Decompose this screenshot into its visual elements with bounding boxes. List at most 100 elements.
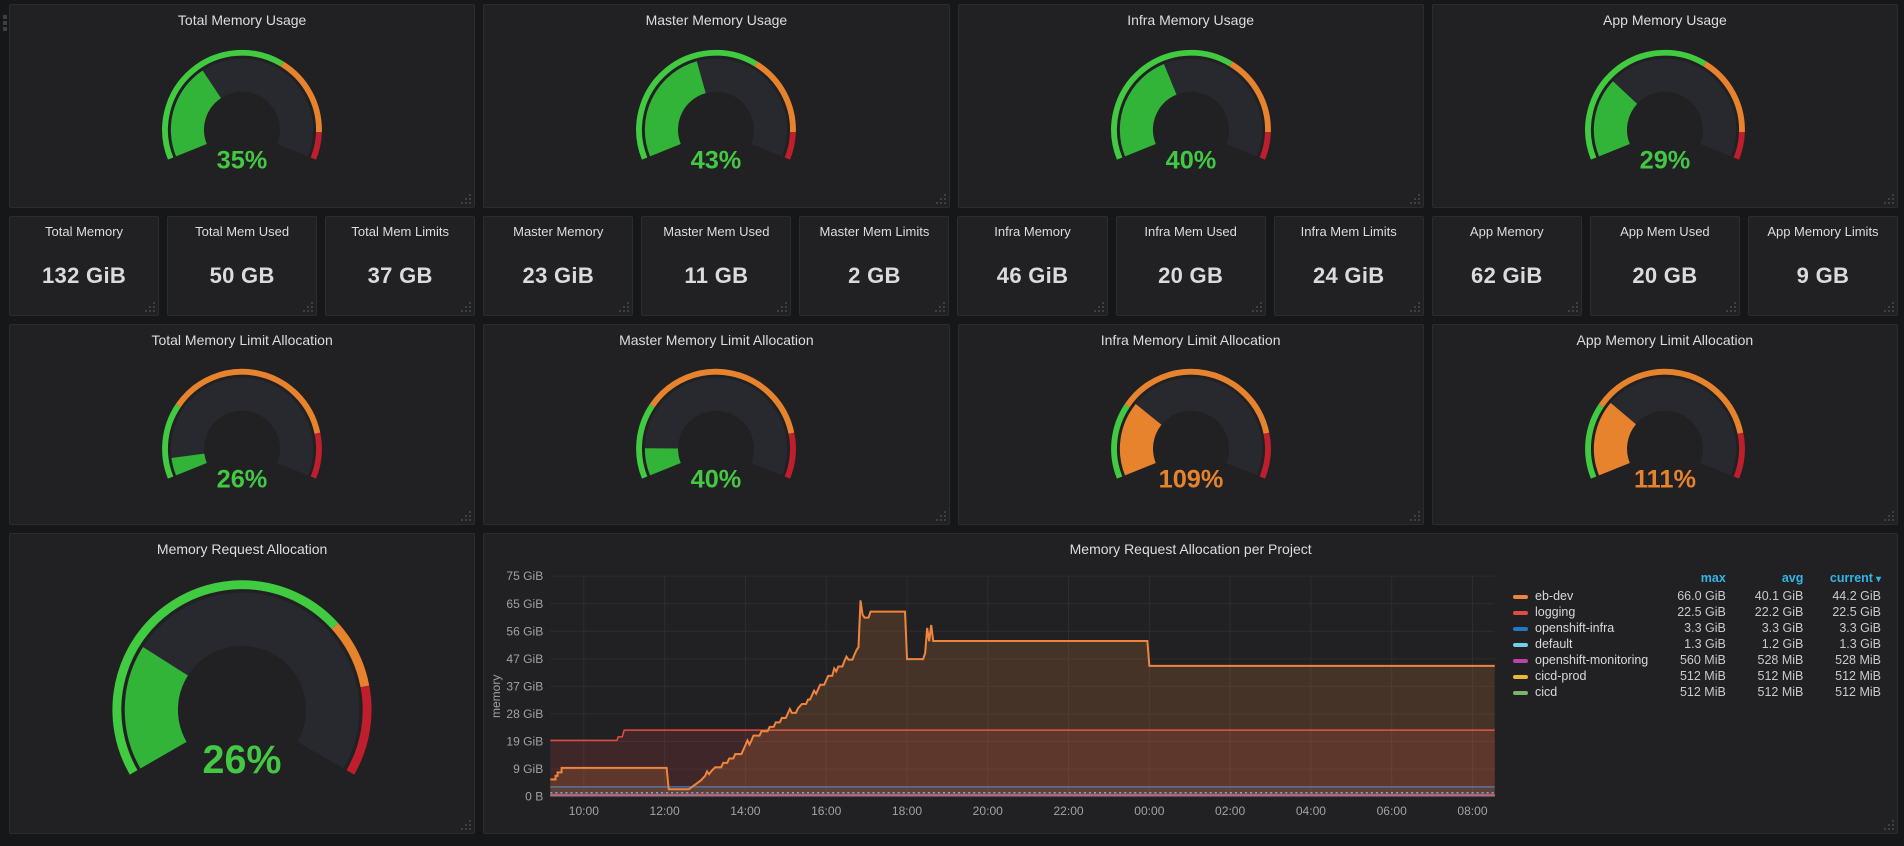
resize-handle-icon[interactable] — [943, 302, 946, 304]
stat-value: 37 GB — [367, 263, 433, 288]
legend-swatch-icon[interactable] — [1513, 690, 1528, 695]
panel-title[interactable]: Total Mem Limits — [351, 224, 449, 239]
stat-value: 46 GiB — [996, 263, 1069, 288]
gauge-panel-master-memory-usage: Master Memory Usage 43% — [483, 4, 950, 208]
panel-title[interactable]: Infra Memory Limit Allocation — [1100, 332, 1281, 348]
stat-panel-total-memory: Total Memory 132 GiB — [9, 216, 160, 316]
panel-title[interactable]: Memory Request Allocation per Project — [1069, 541, 1312, 557]
stat-value: 20 GB — [1158, 263, 1224, 288]
gauge-track — [171, 377, 314, 475]
legend-value-max: 1.3 GiB — [1684, 637, 1726, 651]
legend-swatch-icon[interactable] — [1513, 658, 1528, 663]
gauge: 26% — [162, 368, 322, 493]
grid-drag-handle-icon[interactable] — [3, 15, 7, 19]
resize-handle-icon[interactable] — [785, 302, 788, 304]
panel-title[interactable]: Total Memory Limit Allocation — [151, 332, 333, 348]
legend-value-current: 44.2 GiB — [1832, 589, 1881, 603]
legend-series-name[interactable]: openshift-infra — [1535, 621, 1615, 635]
legend-swatch-icon[interactable] — [1513, 642, 1528, 647]
panel-title[interactable]: App Memory Limits — [1767, 224, 1879, 239]
stat-value: 24 GiB — [1312, 263, 1385, 288]
resize-handle-icon[interactable] — [943, 511, 946, 513]
resize-handle-icon[interactable] — [469, 511, 472, 513]
panel-title[interactable]: Memory Request Allocation — [156, 541, 328, 557]
resize-handle-icon[interactable] — [1575, 302, 1578, 304]
gauge-body: 109% — [959, 353, 1423, 524]
legend-value-current: 512 MiB — [1835, 685, 1881, 699]
gauge-body: 26% — [10, 353, 474, 524]
panel-title[interactable]: Infra Memory Usage — [1127, 12, 1255, 28]
stat-panel-master-mem-used: Master Mem Used 11 GB — [641, 216, 792, 316]
panel-title[interactable]: Master Memory Usage — [645, 12, 788, 28]
gauge-value: 35% — [217, 147, 268, 175]
panel-title[interactable]: Master Mem Limits — [819, 224, 930, 239]
panel-title[interactable]: Infra Mem Used — [1144, 224, 1237, 239]
panel-title[interactable]: App Memory Limit Allocation — [1576, 332, 1754, 348]
legend-series-name[interactable]: logging — [1535, 605, 1576, 619]
legend-value-max: 560 MiB — [1679, 653, 1726, 667]
stat-panel-infra-memory: Infra Memory 46 GiB — [957, 216, 1108, 316]
legend-header-max[interactable]: max — [1700, 571, 1726, 585]
legend-header-current[interactable]: current ▾ — [1829, 571, 1881, 585]
legend-header-avg[interactable]: avg — [1781, 571, 1804, 585]
gauge: 35% — [162, 49, 322, 175]
panel-title[interactable]: Total Memory — [45, 224, 124, 239]
panel-title[interactable]: App Memory — [1469, 224, 1544, 239]
resize-handle-icon[interactable] — [153, 302, 156, 304]
legend-swatch-icon[interactable] — [1513, 594, 1528, 599]
resize-handle-icon[interactable] — [469, 820, 472, 822]
chart-plot-area[interactable]: 0 B 9 GiB 19 GiB 28 GiB 37 GiB 47 GiB 56 GiB 65… — [504, 564, 1501, 829]
legend-series-name[interactable]: eb-dev — [1535, 589, 1574, 603]
legend-swatch-icon[interactable] — [1513, 674, 1528, 679]
panel-title[interactable]: Total Mem Used — [195, 224, 290, 239]
resize-handle-icon[interactable] — [311, 302, 314, 304]
panel-title[interactable]: Master Mem Used — [663, 224, 770, 239]
gauge-threshold-arc — [1229, 61, 1271, 133]
x-tick-label: 18:00 — [892, 804, 922, 818]
resize-handle-icon[interactable] — [1892, 820, 1894, 822]
stat-panel-infra-mem-used: Infra Mem Used 20 GB — [1115, 216, 1266, 316]
resize-handle-icon[interactable] — [1417, 302, 1420, 304]
series-area-eb-dev — [550, 600, 1495, 797]
stat-panel-master-mem-limits: Master Mem Limits 2 GB — [799, 216, 950, 316]
resize-handle-icon[interactable] — [1417, 511, 1420, 513]
gauge-value: 109% — [1158, 465, 1223, 493]
gauge-value: 43% — [691, 147, 742, 175]
panel-title[interactable]: Master Memory Limit Allocation — [619, 332, 814, 348]
usage-gauge-row: Total Memory Usage 35% Master Memory Usa… — [9, 4, 1898, 208]
panel-title[interactable]: Infra Mem Limits — [1300, 224, 1397, 239]
gauge-panel-app-memory-usage: App Memory Usage 29% — [1431, 4, 1898, 208]
timeseries-chart[interactable]: 0 B 9 GiB 19 GiB 28 GiB 37 GiB 47 GiB 56 GiB 65… — [504, 564, 1501, 829]
resize-handle-icon[interactable] — [627, 302, 630, 304]
legend-series-name[interactable]: openshift-monitoring — [1535, 653, 1649, 667]
resize-handle-icon[interactable] — [1892, 511, 1894, 513]
panel-title[interactable]: Total Memory Usage — [177, 12, 307, 28]
panel-title[interactable]: App Mem Used — [1620, 224, 1710, 239]
legend-swatch-icon[interactable] — [1513, 610, 1528, 615]
panel-title[interactable]: App Memory Usage — [1603, 12, 1727, 28]
gauge-body: 26% — [10, 562, 474, 833]
resize-handle-icon[interactable] — [1417, 194, 1420, 196]
legend-swatch-icon[interactable] — [1513, 626, 1528, 631]
resize-handle-icon[interactable] — [1891, 302, 1894, 304]
panel-memory-request-allocation-per-project: Memory Request Allocation per Project me… — [483, 533, 1898, 834]
gauge-fill — [645, 61, 707, 157]
resize-handle-icon[interactable] — [1733, 302, 1736, 304]
resize-handle-icon[interactable] — [943, 194, 946, 196]
panel-title[interactable]: Master Memory — [513, 224, 604, 239]
bottom-row: Memory Request Allocation 26% Memory Req… — [9, 533, 1898, 834]
panel-title[interactable]: Infra Memory — [994, 224, 1071, 239]
legend-table: max avg current ▾ eb-dev 66.0 GiB 40.1 GiB 44.2… — [1501, 564, 1889, 829]
gauge: 29% — [1584, 49, 1745, 175]
resize-handle-icon[interactable] — [1259, 302, 1262, 304]
resize-handle-icon[interactable] — [469, 302, 472, 304]
gauge: 40% — [1110, 49, 1271, 175]
resize-handle-icon[interactable] — [1892, 194, 1894, 196]
legend-series-name[interactable]: default — [1535, 637, 1573, 651]
resize-handle-icon[interactable] — [469, 194, 472, 196]
resize-handle-icon[interactable] — [1101, 302, 1104, 304]
legend-series-name[interactable]: cicd-prod — [1535, 669, 1587, 683]
legend-series-name[interactable]: cicd — [1535, 685, 1558, 699]
gauge-fill — [645, 447, 682, 475]
y-tick-label: 28 GiB — [507, 707, 544, 721]
